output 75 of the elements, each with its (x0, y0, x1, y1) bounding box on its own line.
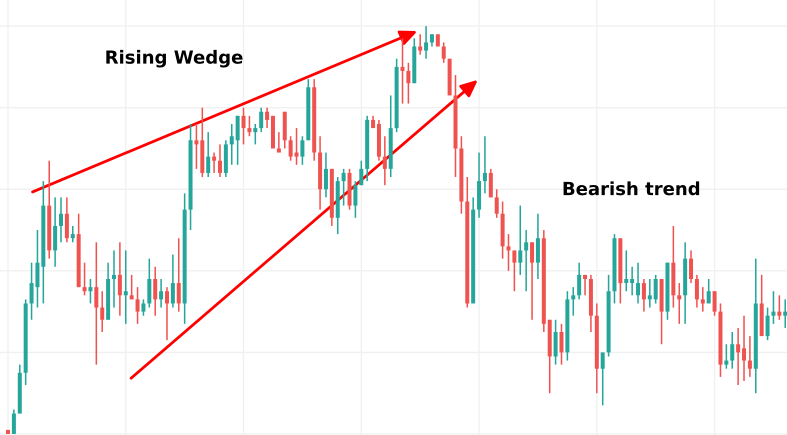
candlestick (642, 278, 646, 312)
candlestick (118, 242, 122, 316)
candlestick (153, 266, 158, 316)
candlestick (359, 160, 364, 186)
candlestick (70, 225, 75, 244)
candlestick (512, 250, 516, 292)
candlestick (159, 278, 164, 308)
candlestick (59, 196, 63, 244)
candlestick (689, 250, 694, 284)
candlestick (482, 135, 487, 194)
candlestick (300, 135, 304, 166)
candlestick (418, 33, 422, 56)
candlestick (730, 331, 734, 370)
candlestick (677, 282, 682, 325)
candlestick (176, 237, 181, 312)
candlestick (342, 168, 346, 206)
candlestick (494, 188, 499, 219)
candlestick (130, 274, 134, 300)
candlestick (353, 180, 358, 219)
candlestick (559, 323, 564, 366)
candlestick (136, 286, 140, 325)
candlestick (524, 229, 528, 292)
candlestick (194, 123, 198, 170)
candlestick (530, 242, 534, 321)
candlestick (600, 352, 605, 406)
candlestick (242, 106, 246, 146)
candlestick (406, 62, 410, 104)
candlestick (771, 290, 776, 325)
candlestick (382, 135, 387, 186)
candlestick (170, 254, 175, 308)
annotation: Bearish trend (564, 181, 700, 196)
candlestick (212, 152, 216, 174)
candlestick (247, 115, 252, 137)
candlestick (636, 262, 640, 304)
candlestick (259, 106, 264, 133)
candlestick (724, 343, 728, 370)
candlestick (506, 233, 510, 272)
candlestick (124, 250, 128, 325)
candlestick (742, 314, 746, 382)
candlestick (30, 262, 34, 321)
candlestick (276, 131, 281, 154)
candlestick (777, 294, 782, 321)
candlestick (518, 204, 522, 276)
annotation: Rising Wedge (106, 50, 242, 68)
candlestick (748, 335, 752, 378)
candlestick (400, 38, 405, 104)
candlestick (112, 250, 116, 308)
candlestick (571, 286, 576, 316)
candlestick (736, 327, 740, 386)
candlestick (324, 152, 328, 198)
candlestick (430, 33, 434, 48)
candlestick (442, 42, 446, 64)
candlestick (583, 274, 588, 296)
candlestick (94, 242, 98, 366)
candlestick (783, 298, 787, 329)
candlestick (265, 106, 270, 129)
candlestick (288, 135, 293, 162)
candlestick (700, 286, 705, 312)
candlestick (253, 123, 258, 146)
candlestick (218, 144, 222, 178)
candlestick (82, 262, 87, 296)
candlestick (88, 278, 92, 304)
candlestick (12, 408, 16, 435)
candlestick (206, 131, 210, 178)
candlestick (706, 278, 711, 304)
candlestick (164, 286, 169, 341)
candlestick (141, 298, 146, 316)
candlestick (694, 274, 699, 308)
candlestick (766, 306, 770, 341)
candlestick (424, 25, 428, 60)
candlestick (577, 262, 582, 300)
candlestick (100, 290, 104, 333)
candlestick (371, 115, 376, 129)
candlestick (294, 127, 299, 166)
candlestick (712, 290, 717, 316)
